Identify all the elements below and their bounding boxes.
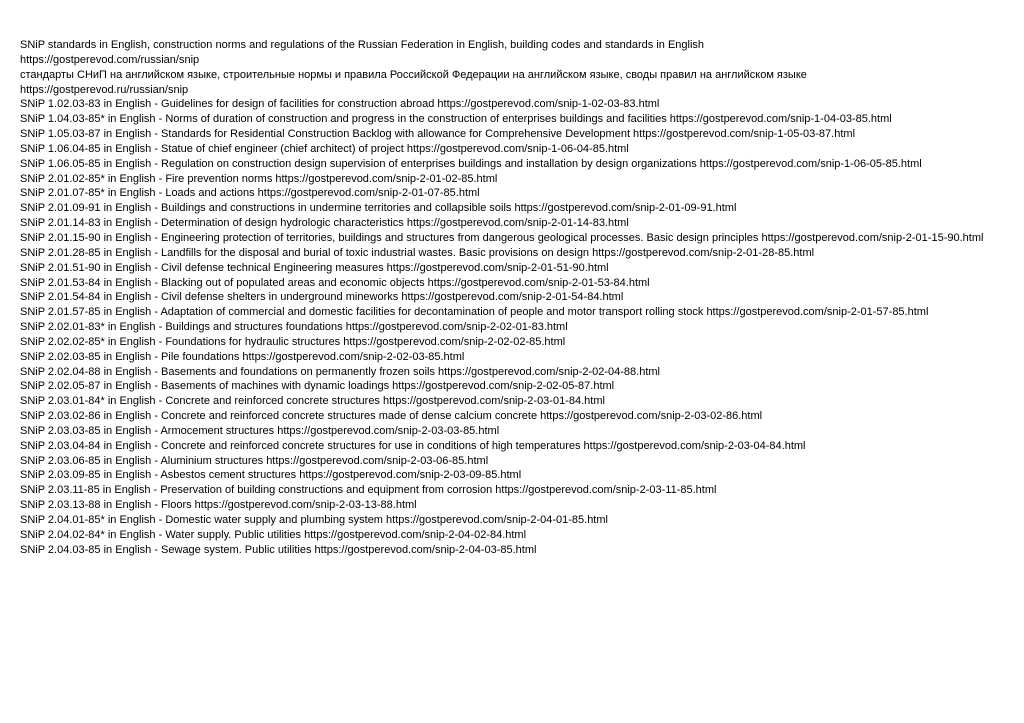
standard-entry: SNiP 2.01.54-84 in English - Civil defen…	[20, 290, 1004, 305]
standard-entry: SNiP 2.02.01-83* in English - Buildings …	[20, 320, 1004, 335]
standard-entry: SNiP 2.03.03-85 in English - Armocement …	[20, 424, 1004, 439]
standard-entry: SNiP 2.04.01-85* in English - Domestic w…	[20, 513, 1004, 528]
standard-entry: SNiP 2.01.07-85* in English - Loads and …	[20, 186, 1004, 201]
standard-entry: SNiP 1.02.03-83 in English - Guidelines …	[20, 97, 1004, 112]
standards-list: SNiP 1.02.03-83 in English - Guidelines …	[20, 97, 1004, 557]
standard-entry: SNiP 2.01.09-91 in English - Buildings a…	[20, 201, 1004, 216]
standard-entry: SNiP 2.01.15-90 in English - Engineering…	[20, 231, 1004, 246]
standard-entry: SNiP 1.05.03-87 in English - Standards f…	[20, 127, 1004, 142]
standard-entry: SNiP 2.01.51-90 in English - Civil defen…	[20, 261, 1004, 276]
standard-entry: SNiP 2.02.02-85* in English - Foundation…	[20, 335, 1004, 350]
standard-entry: SNiP 2.01.57-85 in English - Adaptation …	[20, 305, 1004, 320]
standard-entry: SNiP 2.02.03-85 in English - Pile founda…	[20, 350, 1004, 365]
standard-entry: SNiP 2.02.05-87 in English - Basements o…	[20, 379, 1004, 394]
standard-entry: SNiP 1.06.04-85 in English - Statue of c…	[20, 142, 1004, 157]
standard-entry: SNiP 2.01.02-85* in English - Fire preve…	[20, 172, 1004, 187]
standard-entry: SNiP 1.04.03-85* in English - Norms of d…	[20, 112, 1004, 127]
standard-entry: SNiP 2.04.02-84* in English - Water supp…	[20, 528, 1004, 543]
standard-entry: SNiP 2.03.02-86 in English - Concrete an…	[20, 409, 1004, 424]
standard-entry: SNiP 2.03.04-84 in English - Concrete an…	[20, 439, 1004, 454]
header-url-en: https://gostperevod.com/russian/snip	[20, 53, 1004, 68]
standard-entry: SNiP 2.03.09-85 in English - Asbestos ce…	[20, 468, 1004, 483]
header-url-ru: https://gostperevod.ru/russian/snip	[20, 83, 1004, 98]
standard-entry: SNiP 2.03.01-84* in English - Concrete a…	[20, 394, 1004, 409]
standard-entry: SNiP 2.01.14-83 in English - Determinati…	[20, 216, 1004, 231]
standard-entry: SNiP 2.04.03-85 in English - Sewage syst…	[20, 543, 1004, 558]
standard-entry: SNiP 2.03.11-85 in English - Preservatio…	[20, 483, 1004, 498]
standard-entry: SNiP 2.03.06-85 in English - Aluminium s…	[20, 454, 1004, 469]
standard-entry: SNiP 2.01.28-85 in English - Landfills f…	[20, 246, 1004, 261]
standard-entry: SNiP 2.02.04-88 in English - Basements a…	[20, 365, 1004, 380]
document-page: SNiP standards in English, construction …	[0, 0, 1024, 578]
header-title-ru: стандарты СНиП на английском языке, стро…	[20, 68, 1004, 83]
header-title-en: SNiP standards in English, construction …	[20, 38, 1004, 53]
standard-entry: SNiP 1.06.05-85 in English - Regulation …	[20, 157, 1004, 172]
standard-entry: SNiP 2.03.13-88 in English - Floors http…	[20, 498, 1004, 513]
standard-entry: SNiP 2.01.53-84 in English - Blacking ou…	[20, 276, 1004, 291]
